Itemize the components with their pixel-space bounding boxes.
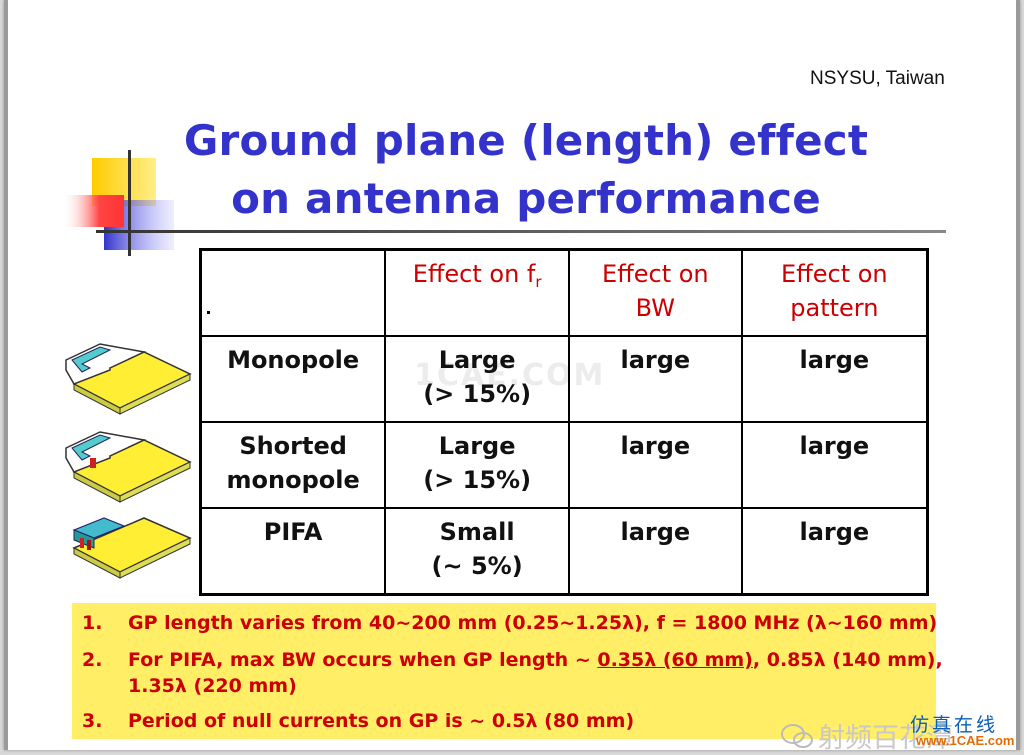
row-name-cell: PIFA [199,507,387,596]
row-name-cell: Monopole [199,335,387,423]
row-name-line-1: Monopole [227,346,360,374]
row-fr-line-2: (> 15%) [423,380,532,408]
table-row: PIFA Small (~ 5%) large large [199,507,929,596]
row-bw-cell: large [568,507,743,596]
note-number: 1. [82,612,103,634]
note-number: 2. [82,649,103,671]
table-row: Monopole Large (> 15%) large large [199,335,929,423]
note-text-underlined: 0.35λ (60 mm) [597,649,753,671]
title-line-1: Ground plane (length) effect [183,116,869,165]
notes-box: 1. GP length varies from 40~200 mm (0.25… [72,603,943,739]
header-fr-subscript: r [535,273,542,291]
row-name-line-1: PIFA [263,518,323,546]
row-fr-line-2: (> 15%) [423,466,532,494]
title-line-2: on antenna performance [231,174,821,223]
note-text: GP length varies from 40~200 mm (0.25~1.… [128,612,938,634]
wechat-icon [781,724,813,748]
slide-edge-right [1016,0,1020,750]
header-pattern-line-2: pattern [790,294,879,322]
header-fr-label: Effect on f [412,260,536,288]
monopole-antenna-icon [65,343,192,415]
row-name-line-2: monopole [226,466,360,494]
row-pattern-cell: large [740,335,929,423]
stray-dot [207,311,210,314]
pifa-antenna-icon [72,517,192,579]
header-effect-on-bw: Effect on BW [568,248,743,337]
site-watermark-bottom: www.1CAE.com [916,733,1015,748]
slide-title: Ground plane (length) effect on antenna … [154,112,898,228]
header-bw-line-1: Effect on [602,260,709,288]
note-text: Period of null currents on GP is ~ 0.5λ … [128,710,635,732]
row-pattern-cell: large [740,507,929,596]
note-text-post: , 0.85λ (140 mm), [752,649,943,671]
site-watermark-top: 仿真在线 [910,714,999,736]
header-effect-on-fr: Effect on fr [384,248,570,337]
row-fr-line-1: Large [438,432,516,460]
row-pattern-cell: large [740,421,929,509]
slide-edge-left [4,0,8,750]
header-effect-on-pattern: Effect on pattern [740,248,929,337]
note-text-pre: For PIFA, max BW occurs when GP length ~ [128,649,598,671]
site-watermark: 仿真在线 www.1CAE.com [904,708,1016,750]
row-fr-cell: Small (~ 5%) [384,507,570,596]
comparison-table: Effect on fr Effect on BW Effect on patt… [199,248,929,596]
row-name-line-1: Shorted [239,432,347,460]
table-row: Shorted monopole Large (> 15%) large lar… [199,421,929,509]
row-name-cell: Shorted monopole [199,421,387,509]
shorted-monopole-antenna-icon [65,431,192,503]
header-empty-cell [199,248,387,337]
row-fr-line-1: Large [438,346,516,374]
source-label: NSYSU, Taiwan [810,68,945,89]
note-text: For PIFA, max BW occurs when GP length ~… [128,647,943,673]
note-number: 3. [82,710,103,732]
row-fr-cell: Large (> 15%) [384,421,570,509]
note-text-line-2: 1.35λ (220 mm) [128,675,297,697]
header-bw-line-2: BW [635,294,676,322]
row-fr-line-2: (~ 5%) [431,552,523,580]
wechat-watermark-text: 射频百花潭 [818,723,953,754]
row-fr-line-1: Small [439,518,515,546]
table-header-row: Effect on fr Effect on BW Effect on patt… [199,248,929,337]
row-bw-cell: large [568,421,743,509]
row-fr-cell: Large (> 15%) [384,335,570,423]
header-pattern-line-1: Effect on [781,260,888,288]
row-bw-cell: large [568,335,743,423]
